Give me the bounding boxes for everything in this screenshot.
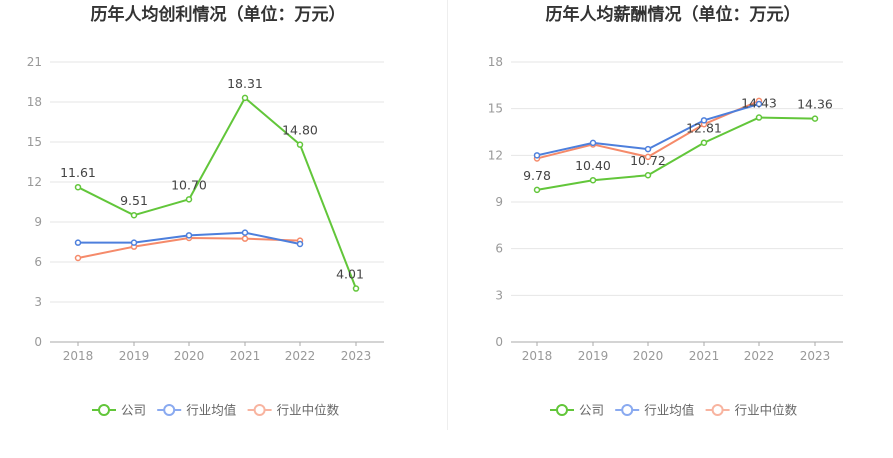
data-point xyxy=(352,285,360,292)
left-chart-panel: 历年人均创利情况（单位：万元） 0 3 6 9 12 15 18 21 2018 2019 2020 2… xyxy=(27,4,384,418)
y-tick-label: 12 xyxy=(27,175,42,189)
data-point xyxy=(533,186,541,194)
data-label: 14.80 xyxy=(282,123,318,138)
data-point xyxy=(700,117,708,124)
legend-marker xyxy=(621,404,634,416)
legend-label: 公司 xyxy=(579,403,604,418)
legend-marker xyxy=(556,404,568,416)
data-label: 11.61 xyxy=(60,165,96,180)
data-point xyxy=(589,139,597,147)
data-label: 12.81 xyxy=(686,121,722,136)
data-point xyxy=(74,254,82,262)
y-tick-label: 15 xyxy=(488,102,503,116)
x-tick-label: 2018 xyxy=(63,349,94,363)
data-point xyxy=(296,240,304,248)
x-tick-label: 2022 xyxy=(744,349,775,363)
data-label: 10.72 xyxy=(630,153,666,168)
y-tick-label: 3 xyxy=(34,295,42,309)
legend-marker xyxy=(711,404,724,416)
y-tick-label: 12 xyxy=(488,148,503,162)
y-tick-label: 18 xyxy=(27,95,42,109)
series-line-公司 xyxy=(77,96,357,289)
y-tick-label: 18 xyxy=(488,55,503,69)
legend-marker xyxy=(98,404,110,416)
chart-title: 历年人均创利情况（单位：万元） xyxy=(91,4,346,25)
data-point xyxy=(811,115,819,122)
data-point xyxy=(74,183,82,191)
legend-label: 行业中位数 xyxy=(735,403,798,418)
right-chart-panel: 历年人均薪酬情况（单位：万元） 0 3 6 9 12 15 18 2018 2019 2020 202… xyxy=(448,0,893,458)
data-point xyxy=(755,114,763,121)
y-tick-label: 21 xyxy=(27,55,42,69)
series-line-公司 xyxy=(536,116,816,191)
x-tick-label: 2022 xyxy=(285,349,316,363)
data-point xyxy=(589,176,597,184)
data-label: 18.31 xyxy=(227,76,263,91)
x-tick-label: 2019 xyxy=(578,349,609,363)
data-point xyxy=(296,141,304,148)
data-point xyxy=(185,232,193,239)
data-point xyxy=(533,152,541,159)
data-point xyxy=(644,145,652,153)
x-tick-label: 2019 xyxy=(119,349,150,363)
y-tick-label: 0 xyxy=(34,335,42,349)
data-label: 4.01 xyxy=(336,267,364,282)
y-tick-label: 0 xyxy=(495,335,503,349)
data-point xyxy=(700,139,708,146)
data-label: 14.36 xyxy=(797,97,833,112)
y-tick-label: 15 xyxy=(27,135,42,149)
data-point xyxy=(130,239,138,246)
legend-marker xyxy=(163,404,176,416)
data-label: 10.70 xyxy=(171,177,207,192)
data-point xyxy=(644,171,652,179)
legend-label: 行业均值 xyxy=(644,403,694,418)
x-tick-label: 2023 xyxy=(800,349,831,363)
data-point xyxy=(185,196,193,203)
right-chart-svg: 历年人均薪酬情况（单位：万元） 0 3 6 9 12 15 18 2018 2019 2020 202… xyxy=(488,4,843,418)
y-tick-label: 9 xyxy=(34,215,42,229)
x-tick-label: 2020 xyxy=(633,349,664,363)
legend-marker xyxy=(253,404,266,416)
x-tick-label: 2020 xyxy=(174,349,205,363)
panel-divider xyxy=(447,0,448,430)
x-tick-label: 2018 xyxy=(522,349,553,363)
data-label: 9.51 xyxy=(120,193,148,208)
data-point xyxy=(130,211,138,219)
y-tick-label: 3 xyxy=(495,288,503,302)
y-tick-label: 9 xyxy=(495,195,503,209)
y-tick-label: 6 xyxy=(495,242,503,256)
data-point xyxy=(755,100,763,108)
x-tick-label: 2021 xyxy=(230,349,261,363)
left-chart-svg: 历年人均创利情况（单位：万元） 0 3 6 9 12 15 18 21 2018 2019 2020 2… xyxy=(27,4,384,418)
legend-label: 公司 xyxy=(121,403,146,418)
x-tick-label: 2023 xyxy=(341,349,372,363)
data-label: 14.43 xyxy=(741,96,777,111)
x-tick-label: 2021 xyxy=(689,349,720,363)
data-point xyxy=(74,239,82,246)
data-label: 10.40 xyxy=(575,158,611,173)
legend-label: 行业中位数 xyxy=(277,403,340,418)
legend-label: 行业均值 xyxy=(186,403,236,418)
y-tick-label: 6 xyxy=(34,255,42,269)
data-label: 9.78 xyxy=(523,168,551,183)
data-point xyxy=(241,94,249,102)
data-point xyxy=(241,235,249,242)
data-point xyxy=(241,229,249,236)
data-point xyxy=(644,153,652,161)
chart-title: 历年人均薪酬情况（单位：万元） xyxy=(546,4,801,25)
